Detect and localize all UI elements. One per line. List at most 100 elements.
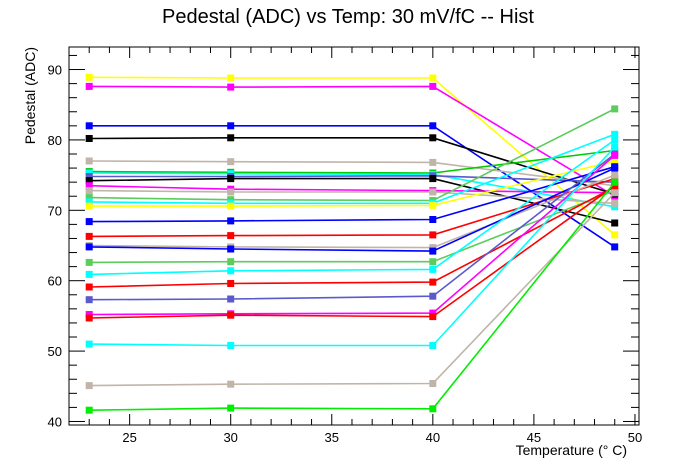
data-point — [227, 280, 235, 287]
y-axis-label: Pedestal (ADC) — [22, 47, 38, 144]
series-3 — [85, 122, 619, 251]
data-point — [611, 199, 619, 207]
data-point — [611, 143, 619, 151]
data-point — [429, 292, 437, 300]
data-point — [227, 188, 235, 196]
data-point — [611, 178, 619, 186]
series-line — [89, 165, 615, 223]
data-point — [85, 157, 93, 165]
series-line — [89, 108, 616, 202]
series-line — [89, 177, 615, 238]
data-point — [227, 122, 235, 130]
series-line — [89, 149, 615, 174]
y-tick-label: 80 — [48, 133, 62, 148]
data-point — [429, 82, 437, 90]
x-tick-label: 35 — [325, 430, 339, 445]
data-point — [227, 258, 235, 266]
series-9 — [85, 175, 619, 227]
data-point — [85, 406, 93, 414]
series-20 — [85, 136, 619, 278]
series-line — [89, 189, 615, 205]
plot-frame — [68, 46, 640, 426]
data-point — [429, 405, 437, 413]
series-line — [89, 174, 615, 249]
data-point — [227, 217, 235, 225]
data-point — [227, 232, 235, 240]
x-tick-label: 40 — [426, 430, 440, 445]
data-point — [85, 218, 93, 226]
data-point — [429, 231, 437, 239]
data-point — [85, 314, 93, 322]
data-point — [429, 313, 437, 321]
data-point — [85, 82, 93, 90]
series-line — [89, 133, 615, 205]
data-point — [611, 164, 619, 172]
series-26 — [85, 189, 619, 390]
series-line — [89, 160, 615, 187]
y-tick-label: 40 — [48, 414, 62, 429]
data-point — [85, 177, 93, 185]
series-line — [89, 177, 615, 224]
series-line — [89, 167, 616, 252]
data-point — [227, 134, 235, 142]
data-point — [85, 296, 93, 304]
data-point — [85, 198, 93, 206]
data-point — [429, 74, 437, 82]
data-point — [429, 122, 437, 130]
data-point — [227, 295, 235, 303]
data-point — [429, 342, 437, 349]
data-point — [429, 158, 437, 166]
data-point — [227, 380, 235, 388]
y-tick-label: 50 — [48, 344, 62, 359]
data-point — [85, 73, 93, 81]
series-25 — [85, 143, 619, 349]
series-line — [89, 181, 616, 411]
data-point — [429, 216, 437, 223]
series-11 — [85, 187, 619, 207]
axis-ticks: 25 30 35 40 45 50 40 50 60 70 80 90 — [48, 47, 642, 445]
series-17 — [85, 171, 619, 252]
data-point — [611, 189, 619, 197]
data-point — [611, 219, 619, 227]
series-line — [89, 185, 616, 319]
data-point — [611, 105, 619, 113]
data-point — [429, 188, 437, 196]
y-tick-label: 60 — [48, 274, 62, 289]
data-point — [611, 157, 619, 165]
data-point — [85, 283, 93, 291]
data-point — [85, 270, 93, 278]
x-axis-label: Temperature (° C) — [516, 442, 627, 458]
data-point — [611, 130, 619, 138]
data-point — [85, 187, 93, 195]
data-point — [611, 231, 619, 239]
data-point — [429, 247, 437, 255]
data-point — [429, 175, 437, 183]
data-point — [85, 194, 93, 202]
series-line — [89, 146, 616, 347]
data-point — [227, 196, 235, 204]
data-point — [85, 135, 93, 142]
series-line — [89, 139, 616, 276]
series-line — [89, 137, 615, 195]
series-line — [89, 76, 616, 236]
x-tick-label: 45 — [527, 430, 541, 445]
series-line — [89, 172, 615, 208]
data-point — [611, 171, 619, 179]
data-point — [227, 74, 235, 82]
data-point — [227, 311, 235, 319]
data-point — [85, 232, 93, 240]
data-point — [227, 342, 235, 349]
series-line — [89, 192, 616, 387]
series-layer — [85, 73, 619, 414]
series-line — [89, 154, 616, 316]
series-2 — [85, 82, 619, 200]
data-point — [429, 258, 437, 266]
data-point — [429, 278, 437, 286]
data-point — [611, 136, 619, 144]
series-line — [89, 125, 616, 248]
data-point — [611, 151, 619, 159]
series-line — [89, 184, 615, 194]
data-point — [85, 173, 93, 180]
data-point — [85, 122, 93, 130]
